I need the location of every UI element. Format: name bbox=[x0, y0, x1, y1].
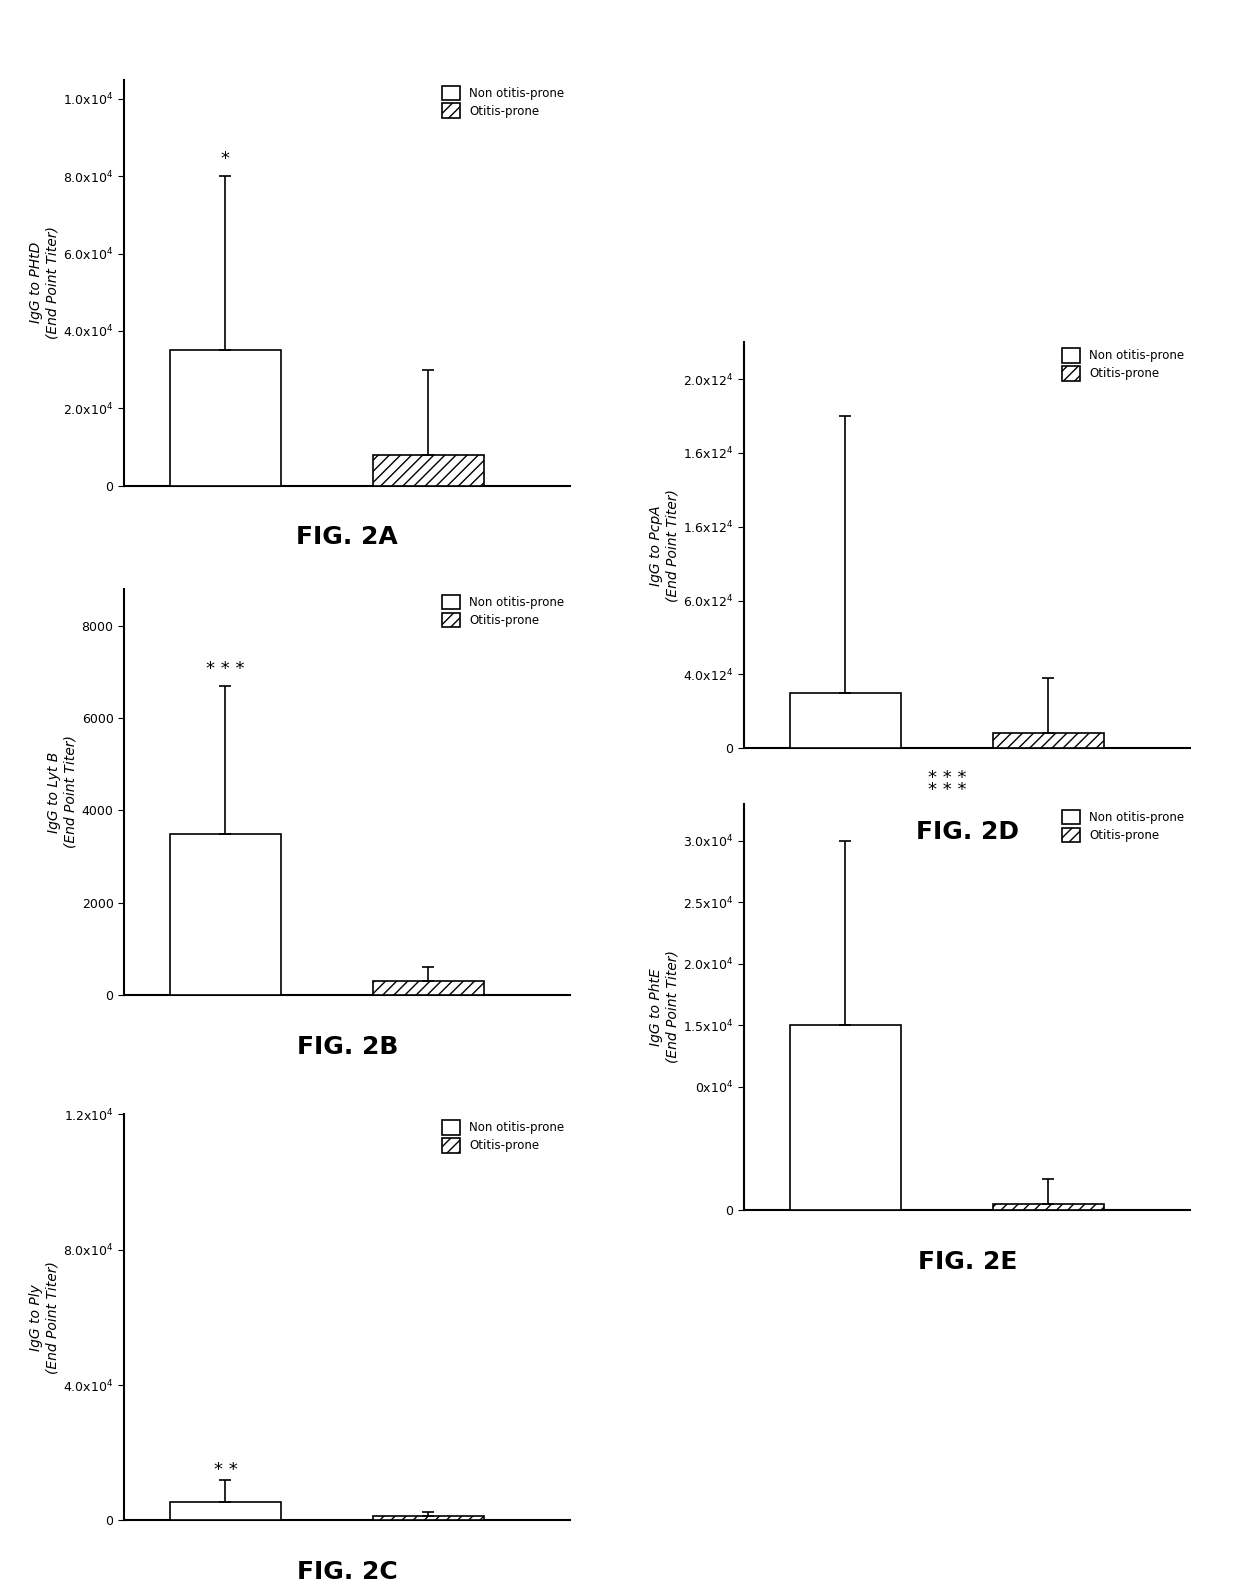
Bar bbox=[170, 834, 281, 995]
Text: * * *: * * * bbox=[928, 780, 966, 799]
Y-axis label: IgG to PcpA
(End Point Titer): IgG to PcpA (End Point Titer) bbox=[649, 489, 680, 602]
Text: FIG. 2D: FIG. 2D bbox=[915, 820, 1019, 844]
Legend: Non otitis-prone, Otitis-prone: Non otitis-prone, Otitis-prone bbox=[1063, 349, 1184, 380]
Y-axis label: IgG to Ply
(End Point Titer): IgG to Ply (End Point Titer) bbox=[29, 1261, 60, 1374]
Text: FIG. 2A: FIG. 2A bbox=[296, 525, 398, 549]
Bar bbox=[170, 350, 281, 486]
Text: * * *: * * * bbox=[928, 769, 966, 786]
Bar bbox=[790, 693, 901, 748]
Text: FIG. 2E: FIG. 2E bbox=[918, 1250, 1017, 1274]
Text: * *: * * bbox=[213, 1461, 237, 1479]
Y-axis label: IgG to PHtD
(End Point Titer): IgG to PHtD (End Point Titer) bbox=[29, 226, 60, 339]
Text: FIG. 2B: FIG. 2B bbox=[296, 1035, 398, 1059]
Text: * * *: * * * bbox=[206, 659, 244, 678]
Legend: Non otitis-prone, Otitis-prone: Non otitis-prone, Otitis-prone bbox=[443, 595, 564, 627]
Legend: Non otitis-prone, Otitis-prone: Non otitis-prone, Otitis-prone bbox=[1063, 810, 1184, 842]
Bar bbox=[992, 734, 1104, 748]
Legend: Non otitis-prone, Otitis-prone: Non otitis-prone, Otitis-prone bbox=[443, 86, 564, 118]
Text: *: * bbox=[221, 150, 229, 169]
Y-axis label: IgG to Lyt B
(End Point Titer): IgG to Lyt B (End Point Titer) bbox=[47, 736, 77, 849]
Legend: Non otitis-prone, Otitis-prone: Non otitis-prone, Otitis-prone bbox=[443, 1121, 564, 1153]
Bar bbox=[372, 1516, 484, 1520]
Bar bbox=[372, 981, 484, 995]
Text: FIG. 2C: FIG. 2C bbox=[296, 1560, 398, 1584]
Bar bbox=[992, 1204, 1104, 1210]
Y-axis label: IgG to PhtE
(End Point Titer): IgG to PhtE (End Point Titer) bbox=[649, 950, 680, 1063]
Bar bbox=[790, 1025, 901, 1210]
Bar bbox=[170, 1501, 281, 1520]
Bar bbox=[372, 455, 484, 486]
